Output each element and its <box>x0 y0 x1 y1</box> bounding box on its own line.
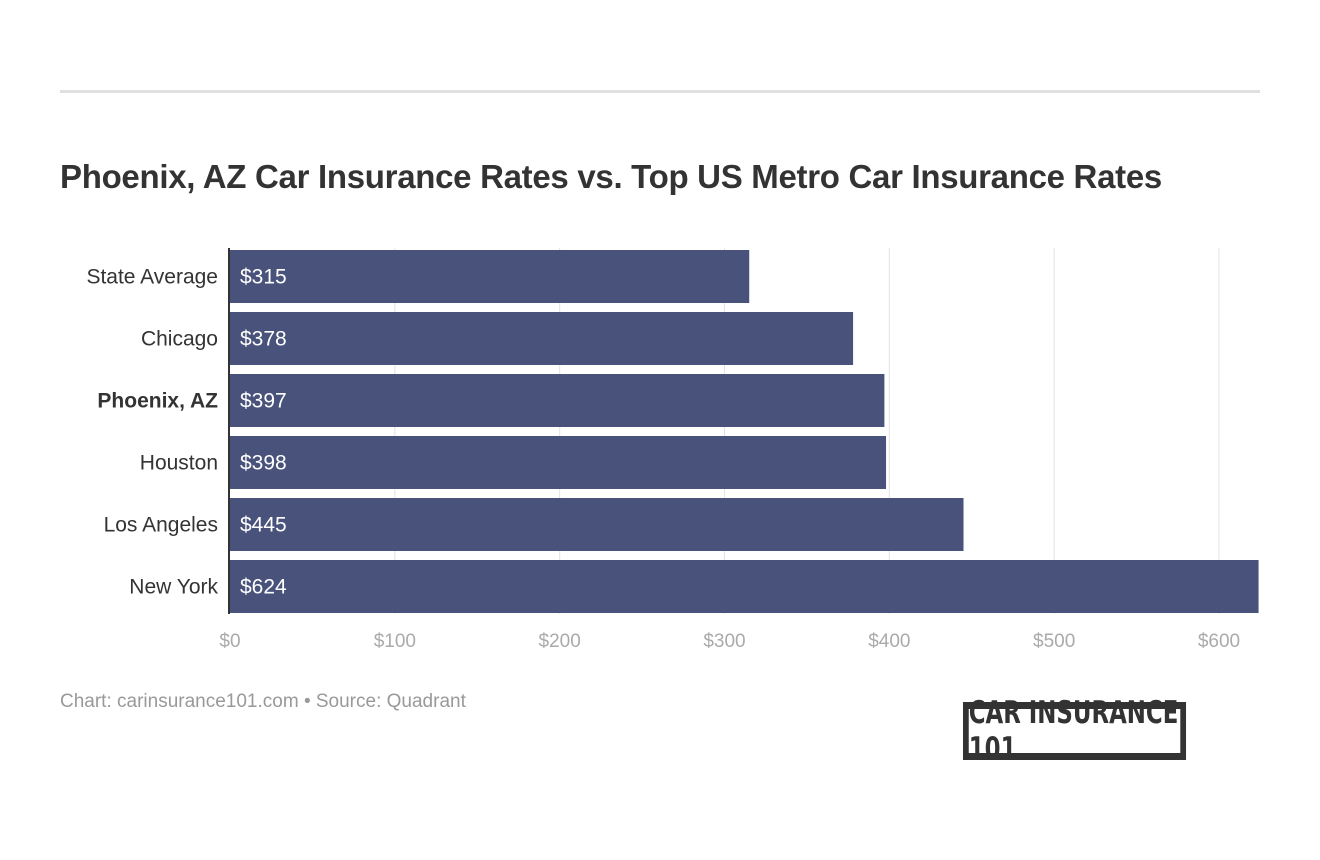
category-label: State Average <box>86 266 218 289</box>
x-tick-label: $200 <box>539 631 581 652</box>
x-tick-label: $400 <box>868 631 910 652</box>
category-label: Chicago <box>141 328 218 351</box>
x-tick-label: $0 <box>219 631 240 652</box>
top-divider <box>60 90 1260 93</box>
data-label: $445 <box>240 514 287 537</box>
x-tick-label: $500 <box>1033 631 1075 652</box>
bar <box>230 312 854 365</box>
car-insurance-101-logo: CAR INSURANCE 101 <box>963 695 1187 767</box>
data-label: $397 <box>240 390 287 413</box>
chart-title: Phoenix, AZ Car Insurance Rates vs. Top … <box>60 158 1162 195</box>
category-label: New York <box>129 576 218 599</box>
bar <box>230 374 885 427</box>
data-label: $378 <box>240 328 287 351</box>
data-label: $624 <box>240 576 287 599</box>
data-label: $398 <box>240 452 287 475</box>
x-tick-label: $100 <box>374 631 416 652</box>
bar <box>230 250 750 303</box>
category-label: Houston <box>140 452 218 475</box>
bar <box>230 560 1259 613</box>
x-tick-label: $300 <box>703 631 745 652</box>
bar <box>230 436 887 489</box>
data-label: $315 <box>240 266 287 289</box>
bar <box>230 498 964 551</box>
x-tick-label: $600 <box>1198 631 1240 652</box>
chart-source: Chart: carinsurance101.com • Source: Qua… <box>60 691 466 712</box>
category-label: Los Angeles <box>104 514 218 537</box>
category-label: Phoenix, AZ <box>97 390 218 413</box>
